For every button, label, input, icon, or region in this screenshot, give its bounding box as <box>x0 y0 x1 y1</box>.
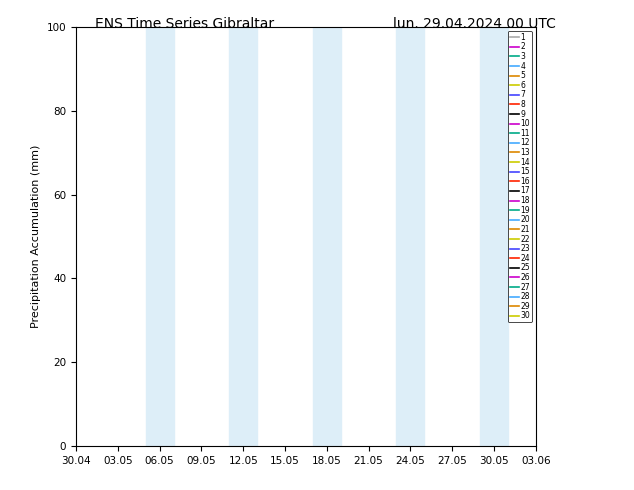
Bar <box>480 27 508 446</box>
Bar <box>396 27 424 446</box>
Bar <box>146 27 174 446</box>
Text: ENS Time Series Gibraltar: ENS Time Series Gibraltar <box>95 17 275 31</box>
Text: lun. 29.04.2024 00 UTC: lun. 29.04.2024 00 UTC <box>393 17 556 31</box>
Bar <box>230 27 257 446</box>
Legend: 1, 2, 3, 4, 5, 6, 7, 8, 9, 10, 11, 12, 13, 14, 15, 16, 17, 18, 19, 20, 21, 22, 2: 1, 2, 3, 4, 5, 6, 7, 8, 9, 10, 11, 12, 1… <box>508 31 532 322</box>
Bar <box>313 27 340 446</box>
Y-axis label: Precipitation Accumulation (mm): Precipitation Accumulation (mm) <box>31 145 41 328</box>
